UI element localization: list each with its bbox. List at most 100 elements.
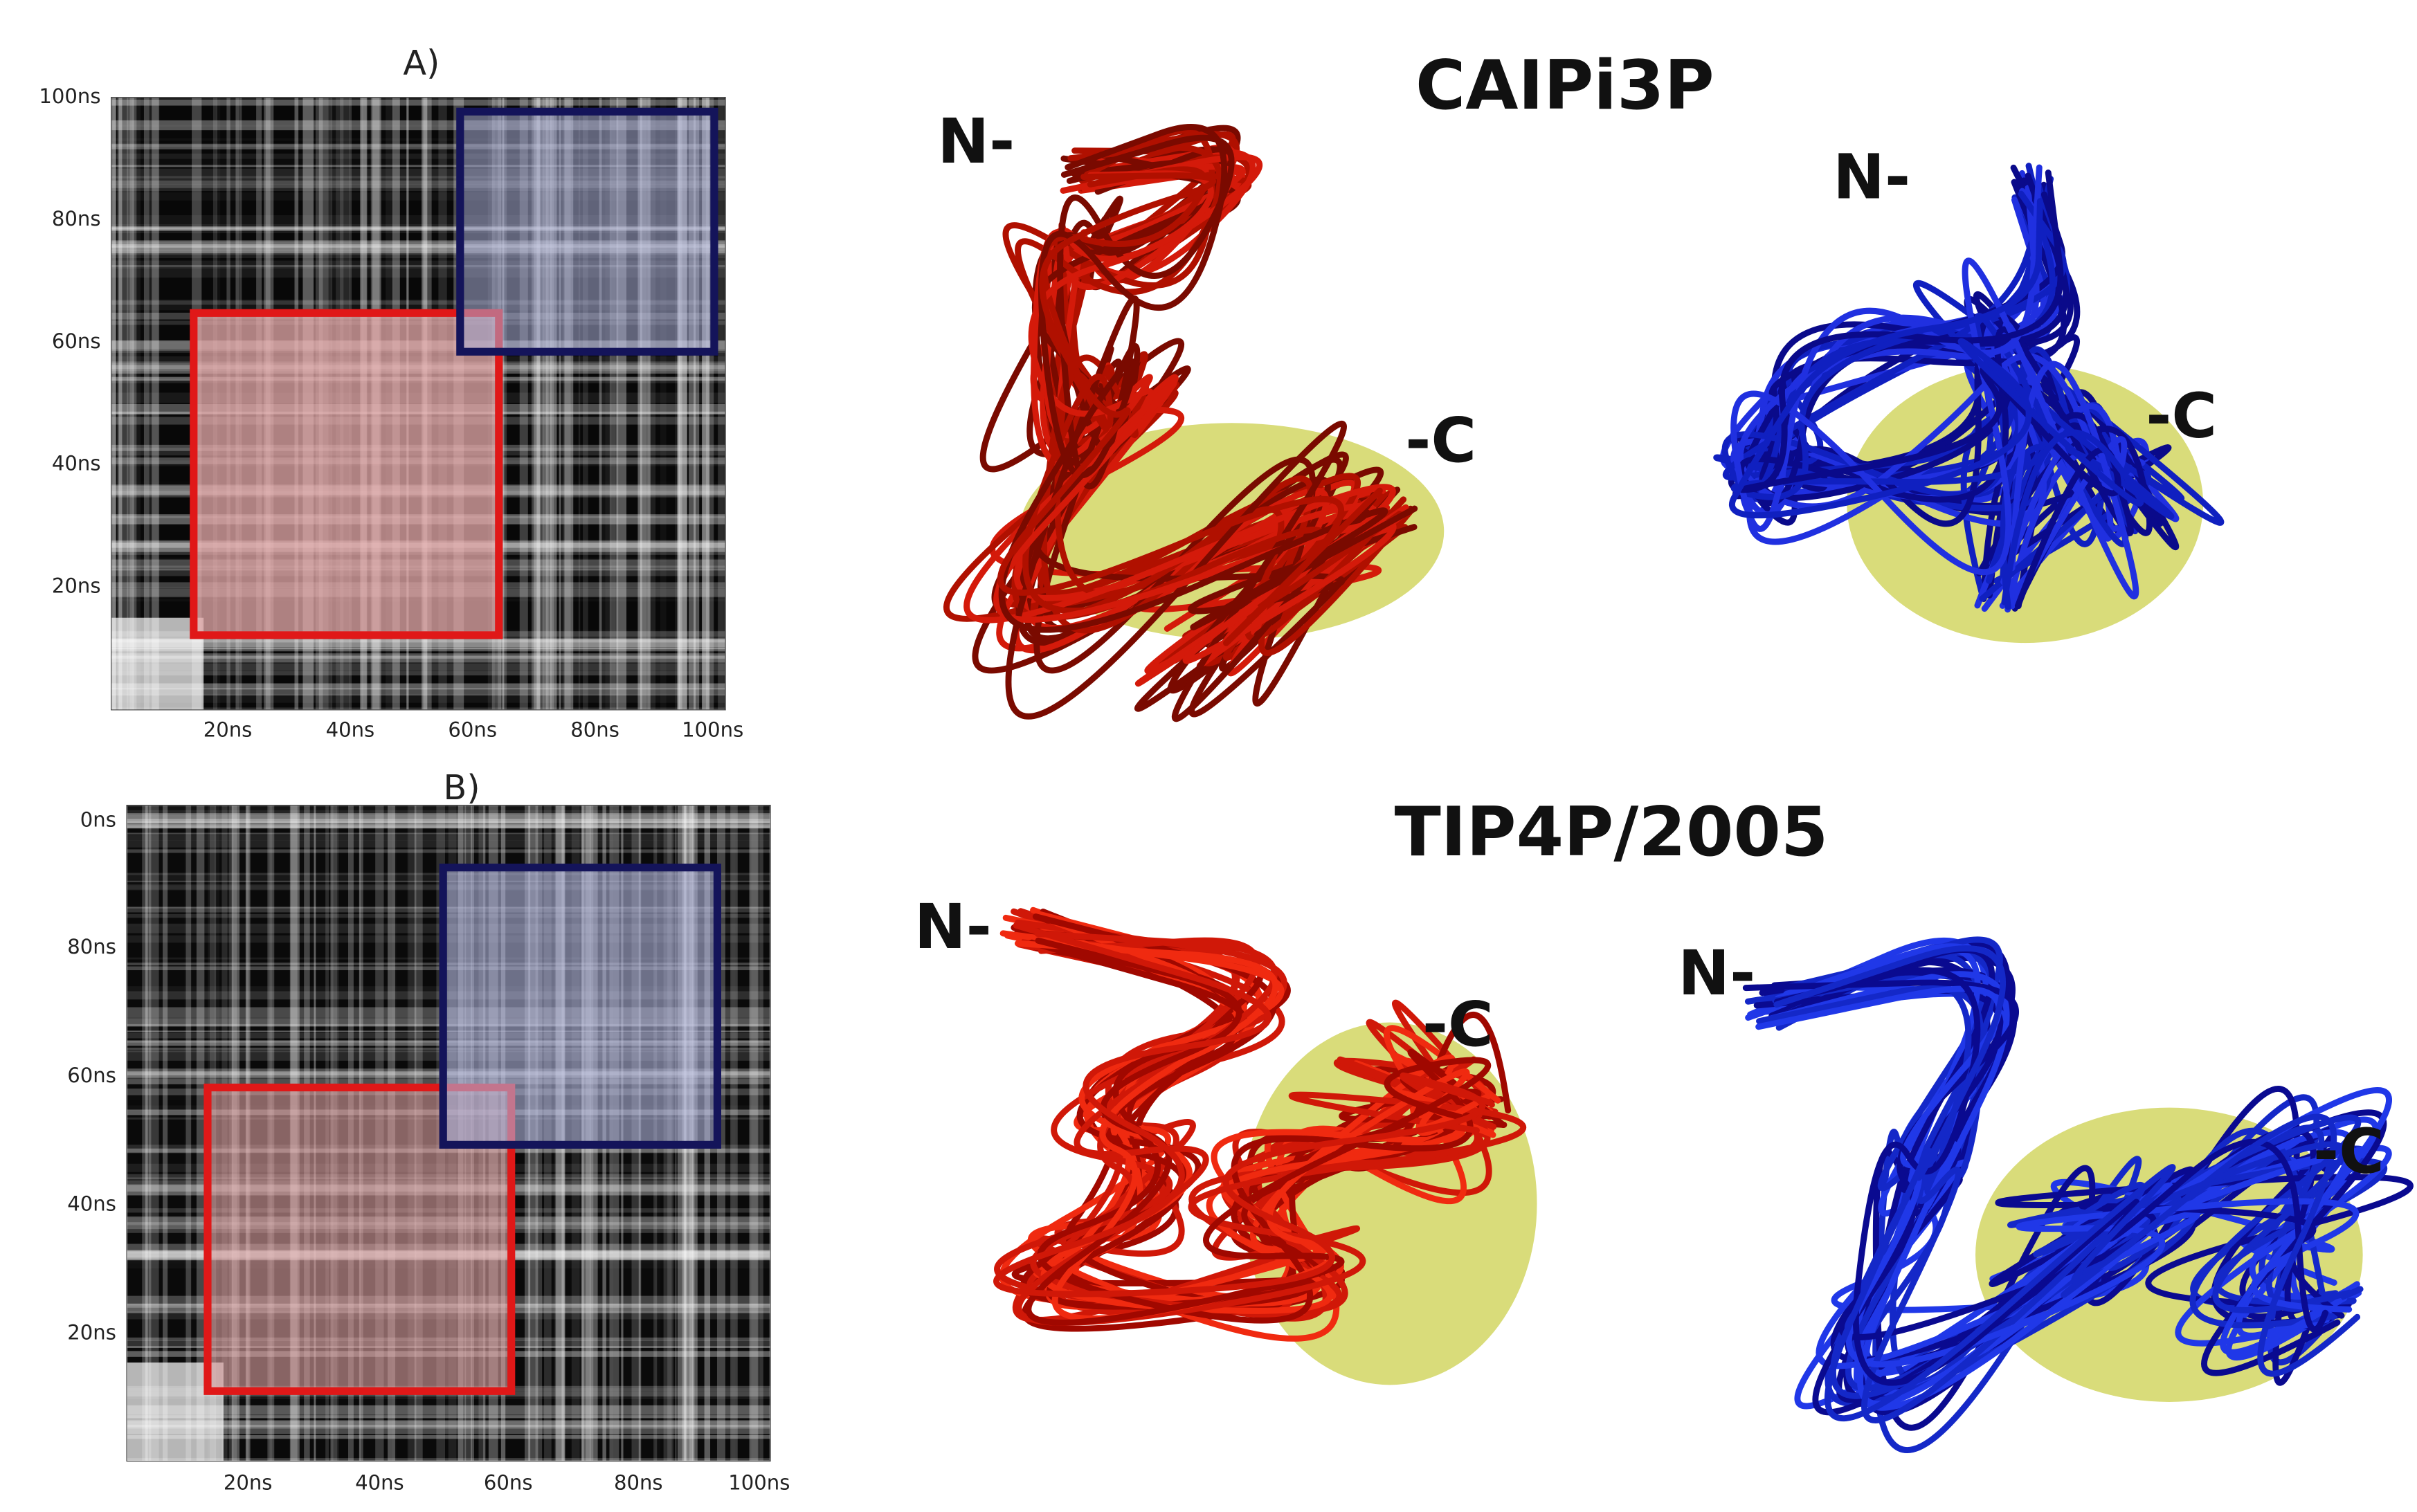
texture xyxy=(127,1405,770,1415)
texture xyxy=(112,98,116,710)
texture xyxy=(562,98,571,710)
x-tick-label: 80ns xyxy=(614,1471,663,1495)
texture xyxy=(111,688,725,696)
texture xyxy=(127,849,770,853)
texture xyxy=(127,819,770,828)
texture xyxy=(111,617,204,710)
texture xyxy=(536,98,540,710)
texture xyxy=(149,98,159,710)
model-title: TIP4P/2005 xyxy=(1395,793,1829,872)
texture xyxy=(702,98,710,710)
backbone-trace xyxy=(1728,198,2144,605)
texture xyxy=(637,98,646,710)
texture xyxy=(111,707,725,710)
cluster-box-blue xyxy=(456,107,718,356)
texture xyxy=(111,165,725,167)
x-tick-label: 100ns xyxy=(728,1471,790,1495)
x-tick-label: 40ns xyxy=(355,1471,404,1495)
x-tick-label: 100ns xyxy=(682,718,743,742)
texture xyxy=(127,825,770,828)
texture xyxy=(111,647,725,652)
texture xyxy=(111,145,725,147)
texture xyxy=(196,805,205,1461)
terminus-label: N- xyxy=(914,891,992,963)
texture xyxy=(111,227,725,231)
texture xyxy=(111,184,725,192)
y-tick-label: 80ns xyxy=(67,935,116,958)
texture xyxy=(111,192,725,201)
x-tick-label: 80ns xyxy=(570,718,619,742)
texture xyxy=(705,98,714,710)
texture xyxy=(759,805,763,1461)
x-tick-label: 40ns xyxy=(326,718,375,742)
backbone-trace xyxy=(1014,940,1494,1322)
texture xyxy=(111,240,725,248)
terminus-label: -C xyxy=(2313,1116,2384,1188)
texture xyxy=(751,805,758,1461)
cluster-box-red xyxy=(190,309,503,639)
texture xyxy=(583,98,588,710)
texture xyxy=(550,98,552,710)
x-tick-label: 60ns xyxy=(448,718,497,742)
texture xyxy=(117,98,128,710)
y-tick-label: 60ns xyxy=(52,329,101,353)
texture xyxy=(718,98,724,710)
y-tick-label: 100ns xyxy=(39,84,100,108)
texture xyxy=(163,805,168,1461)
texture xyxy=(111,639,725,650)
texture xyxy=(502,98,505,710)
texture xyxy=(111,655,725,663)
backbone-trace xyxy=(1020,929,1499,1310)
texture xyxy=(185,805,192,1461)
texture xyxy=(534,98,541,710)
model-title: CAIPi3P xyxy=(1415,46,1714,125)
backbone-trace xyxy=(1022,166,1403,614)
backbone-trace xyxy=(1773,945,2361,1422)
terminus-label: N- xyxy=(937,106,1015,178)
texture xyxy=(660,98,667,710)
texture xyxy=(111,98,116,710)
x-tick-label: 20ns xyxy=(203,718,253,742)
texture xyxy=(127,814,770,821)
texture xyxy=(127,810,770,814)
texture xyxy=(599,98,602,710)
backbone-trace xyxy=(1730,164,2139,600)
texture xyxy=(732,805,736,1461)
texture xyxy=(134,98,137,710)
texture xyxy=(637,98,642,710)
texture xyxy=(679,98,682,710)
backbone-trace xyxy=(998,124,1418,633)
texture xyxy=(111,226,725,231)
texture xyxy=(111,264,725,267)
texture xyxy=(578,98,581,710)
texture xyxy=(129,98,137,710)
cluster-box-blue xyxy=(439,864,722,1149)
y-tick-label: 20ns xyxy=(67,1320,116,1344)
texture xyxy=(111,300,725,305)
texture xyxy=(127,823,770,829)
backbone-trace xyxy=(993,170,1397,664)
texture xyxy=(111,260,725,268)
texture xyxy=(145,805,148,1461)
texture xyxy=(111,251,725,259)
texture xyxy=(127,1424,770,1434)
y-tick-label: 40ns xyxy=(52,452,101,475)
x-tick-label: 60ns xyxy=(484,1471,533,1495)
texture xyxy=(647,98,656,710)
y-tick-label: 40ns xyxy=(67,1192,116,1216)
texture xyxy=(677,98,680,710)
terminus-label: N- xyxy=(1833,142,1910,214)
texture xyxy=(127,806,770,812)
texture xyxy=(143,98,150,710)
terminus-label: N- xyxy=(1678,938,1755,1010)
texture xyxy=(111,153,725,159)
terminus-label: -C xyxy=(2146,380,2217,452)
texture xyxy=(111,143,725,149)
backbone-trace xyxy=(997,172,1383,646)
texture xyxy=(694,98,696,710)
texture xyxy=(730,805,738,1461)
texture xyxy=(701,98,709,710)
texture xyxy=(542,98,550,710)
terminus-label: -C xyxy=(1405,405,1476,477)
